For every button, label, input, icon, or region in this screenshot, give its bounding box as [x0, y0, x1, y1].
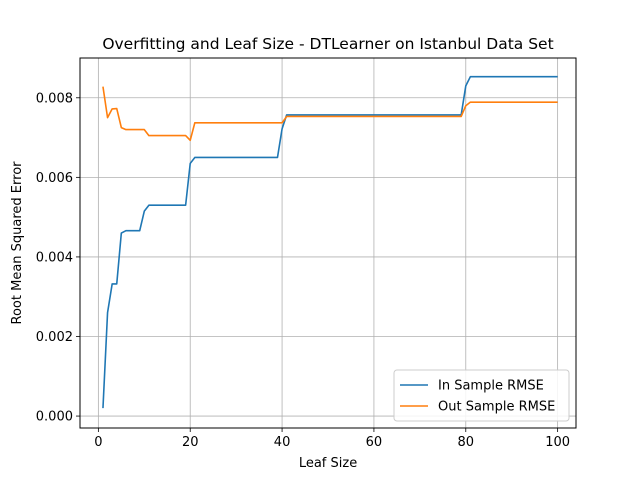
legend-label: In Sample RMSE [438, 379, 544, 394]
x-tick-label: 80 [458, 435, 475, 450]
y-tick-label: 0.002 [36, 330, 73, 345]
y-axis-ticks: 0.000 0.002 0.004 0.006 0.008 [36, 91, 80, 425]
x-axis-ticks: 0 20 40 60 80 100 [94, 428, 570, 450]
y-tick-label: 0.006 [36, 171, 73, 186]
x-tick-label: 60 [366, 435, 383, 450]
y-tick-label: 0.008 [36, 91, 73, 106]
legend-label: Out Sample RMSE [438, 400, 555, 415]
plot-frame [79, 57, 577, 429]
x-tick-label: 40 [274, 435, 291, 450]
x-tick-label: 20 [182, 435, 199, 450]
x-tick-label: 100 [545, 435, 570, 450]
grid [80, 58, 576, 428]
y-axis-label: Root Mean Squared Error [10, 161, 25, 325]
legend: In Sample RMSE Out Sample RMSE [393, 369, 570, 422]
legend-box [393, 369, 570, 422]
x-tick-label: 0 [94, 435, 102, 450]
y-tick-label: 0.000 [36, 410, 73, 425]
chart-title: Overfitting and Leaf Size - DTLearner on… [102, 35, 553, 53]
y-tick-label: 0.004 [36, 250, 73, 265]
series-lines [102, 75, 558, 409]
series-line-out-sample [102, 86, 558, 142]
x-axis-label: Leaf Size [299, 456, 357, 471]
